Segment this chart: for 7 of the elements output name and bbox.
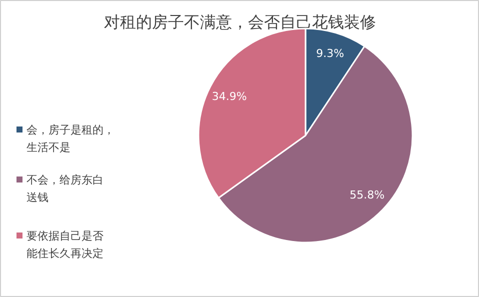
legend-label: 要依据自己是否能住长久再决定 [26,230,104,260]
chart-title: 对租的房子不满意，会否自己花钱装修 [104,12,376,32]
data-label: 9.3% [316,47,344,60]
data-label: 34.9% [212,90,247,103]
legend-label: 不会，给房东白送钱 [26,174,104,204]
data-label: 55.8% [350,188,385,202]
legend-label: 会，房子是租的，生活不是 [26,124,114,154]
